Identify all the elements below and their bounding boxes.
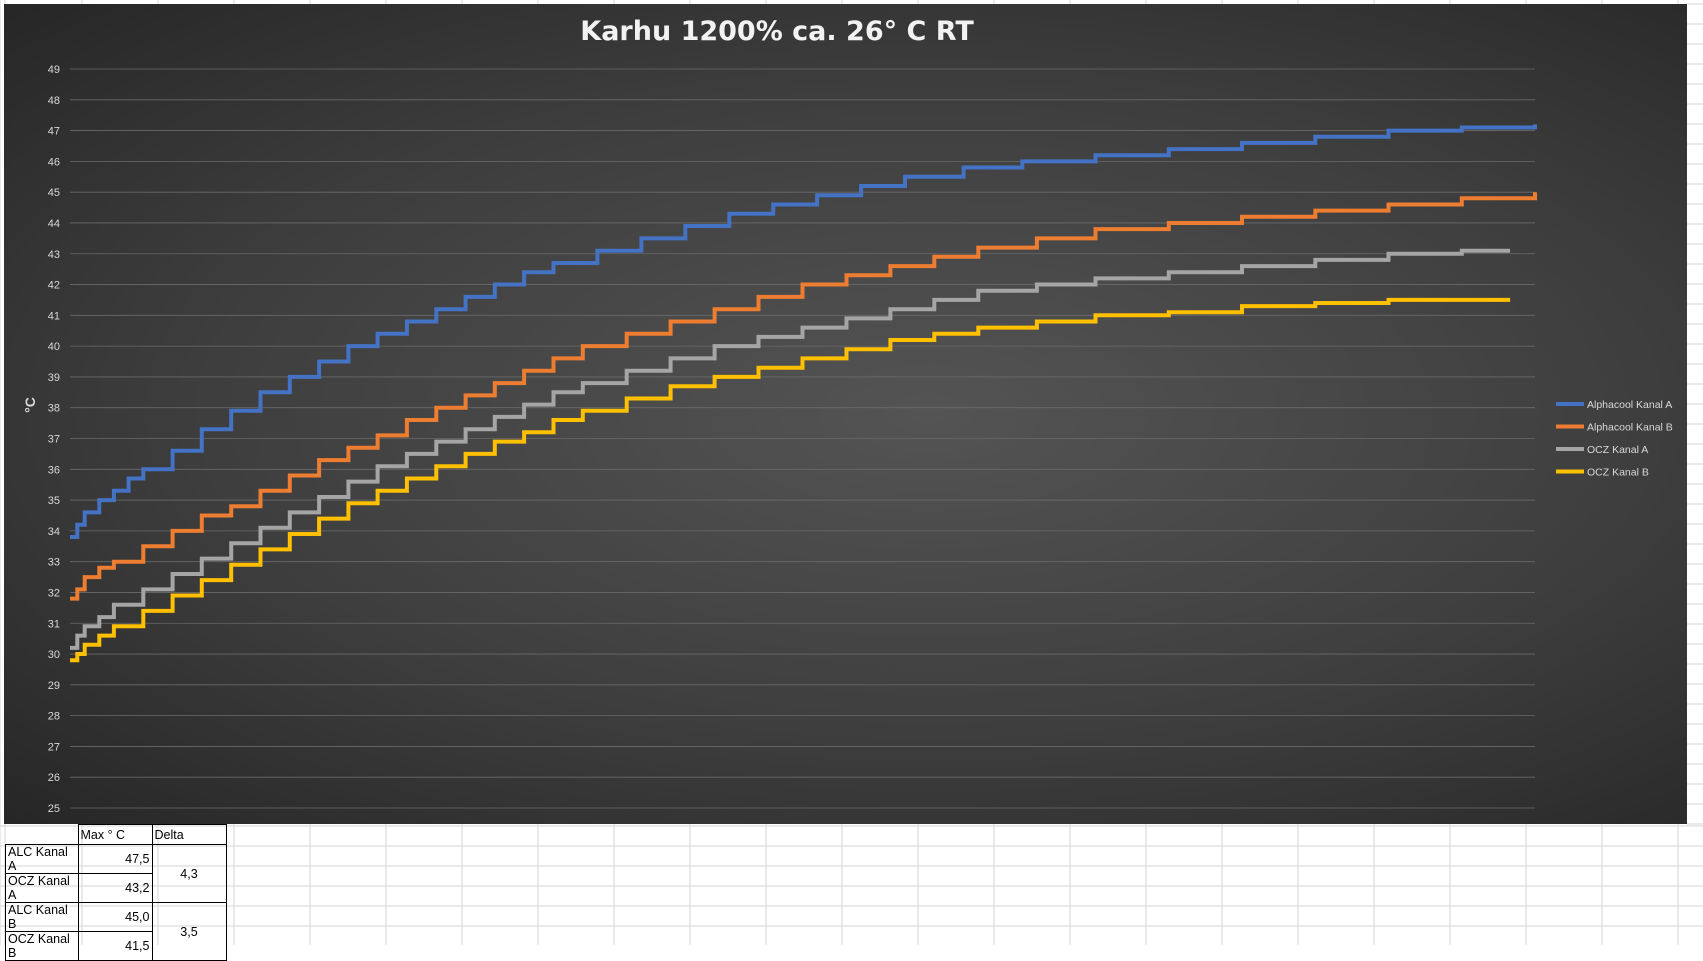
y-tick-label: 25 bbox=[48, 803, 60, 815]
y-tick-labels: 25 26 27 28 29 30 31 32 33 34 35 36 37 38 39 40 41 42 43 44… bbox=[48, 64, 60, 815]
y-tick-label: 33 bbox=[48, 557, 60, 569]
legend-label: Alphacool Kanal B bbox=[1587, 422, 1673, 434]
y-tick-label: 42 bbox=[48, 280, 60, 292]
table-delta[interactable]: 3,5 bbox=[151, 902, 227, 961]
legend-label: Alphacool Kanal A bbox=[1587, 399, 1672, 411]
y-tick-label: 40 bbox=[48, 341, 60, 353]
y-tick-label: 41 bbox=[48, 310, 60, 322]
max-temperature-table: Max ° C Delta ALC Kanal A 47,5 4,3 OCZ K… bbox=[5, 824, 227, 961]
line-chart: Karhu 1200% ca. 26° C RT °C 25 26 27 28 29 30… bbox=[22, 16, 1673, 815]
y-tick-label: 26 bbox=[48, 772, 60, 784]
legend-entry[interactable]: Alphacool Kanal A bbox=[1556, 399, 1672, 411]
y-tick-label: 34 bbox=[48, 526, 60, 538]
y-tick-label: 45 bbox=[48, 187, 60, 199]
y-axis-label: °C bbox=[22, 397, 38, 413]
y-tick-label: 43 bbox=[48, 249, 60, 261]
series-line bbox=[70, 124, 1537, 539]
table-row-max[interactable]: 47,5 bbox=[77, 844, 153, 874]
y-tick-label: 39 bbox=[48, 372, 60, 384]
table-row-max[interactable]: 45,0 bbox=[77, 902, 153, 932]
legend-entry[interactable]: Alphacool Kanal B bbox=[1556, 422, 1673, 434]
table-header-delta[interactable]: Delta bbox=[151, 824, 227, 845]
chart-title: Karhu 1200% ca. 26° C RT bbox=[580, 16, 974, 47]
y-tick-label: 37 bbox=[48, 434, 60, 446]
y-tick-label: 32 bbox=[48, 587, 60, 599]
table-row-label[interactable]: OCZ Kanal B bbox=[5, 931, 79, 961]
y-tick-label: 44 bbox=[48, 218, 60, 230]
y-tick-label: 36 bbox=[48, 464, 60, 476]
y-tick-label: 48 bbox=[48, 95, 60, 107]
y-tick-label: 46 bbox=[48, 156, 60, 168]
y-tick-label: 47 bbox=[48, 126, 60, 138]
legend-label: OCZ Kanal A bbox=[1587, 444, 1648, 456]
table-row-label[interactable]: ALC Kanal B bbox=[5, 902, 79, 932]
series-line bbox=[70, 192, 1537, 601]
legend-entry[interactable]: OCZ Kanal B bbox=[1556, 467, 1649, 479]
legend: Alphacool Kanal A Alphacool Kanal B OCZ Ka… bbox=[1556, 399, 1673, 479]
legend-label: OCZ Kanal B bbox=[1587, 467, 1649, 479]
legend-entry[interactable]: OCZ Kanal A bbox=[1556, 444, 1648, 456]
table-row-max[interactable]: 43,2 bbox=[77, 873, 153, 903]
table-delta[interactable]: 4,3 bbox=[151, 844, 227, 903]
y-tick-label: 49 bbox=[48, 64, 60, 76]
table-header-empty bbox=[5, 824, 79, 845]
table-row-label[interactable]: ALC Kanal A bbox=[5, 844, 79, 874]
y-tick-label: 38 bbox=[48, 403, 60, 415]
table-row-max[interactable]: 41,5 bbox=[77, 931, 153, 961]
series-line bbox=[70, 248, 1511, 650]
y-tick-label: 27 bbox=[48, 741, 60, 753]
chart-area[interactable]: Karhu 1200% ca. 26° C RT °C 25 26 27 28 29 30… bbox=[4, 4, 1687, 824]
series-lines bbox=[70, 124, 1537, 663]
table-header-max[interactable]: Max ° C bbox=[77, 824, 153, 845]
gridlines bbox=[70, 68, 1535, 809]
series-line bbox=[70, 297, 1511, 663]
y-tick-label: 31 bbox=[48, 618, 60, 630]
y-tick-label: 35 bbox=[48, 495, 60, 507]
y-tick-label: 30 bbox=[48, 649, 60, 661]
table-row-label[interactable]: OCZ Kanal A bbox=[5, 873, 79, 903]
y-tick-label: 28 bbox=[48, 711, 60, 723]
y-tick-label: 29 bbox=[48, 680, 60, 692]
